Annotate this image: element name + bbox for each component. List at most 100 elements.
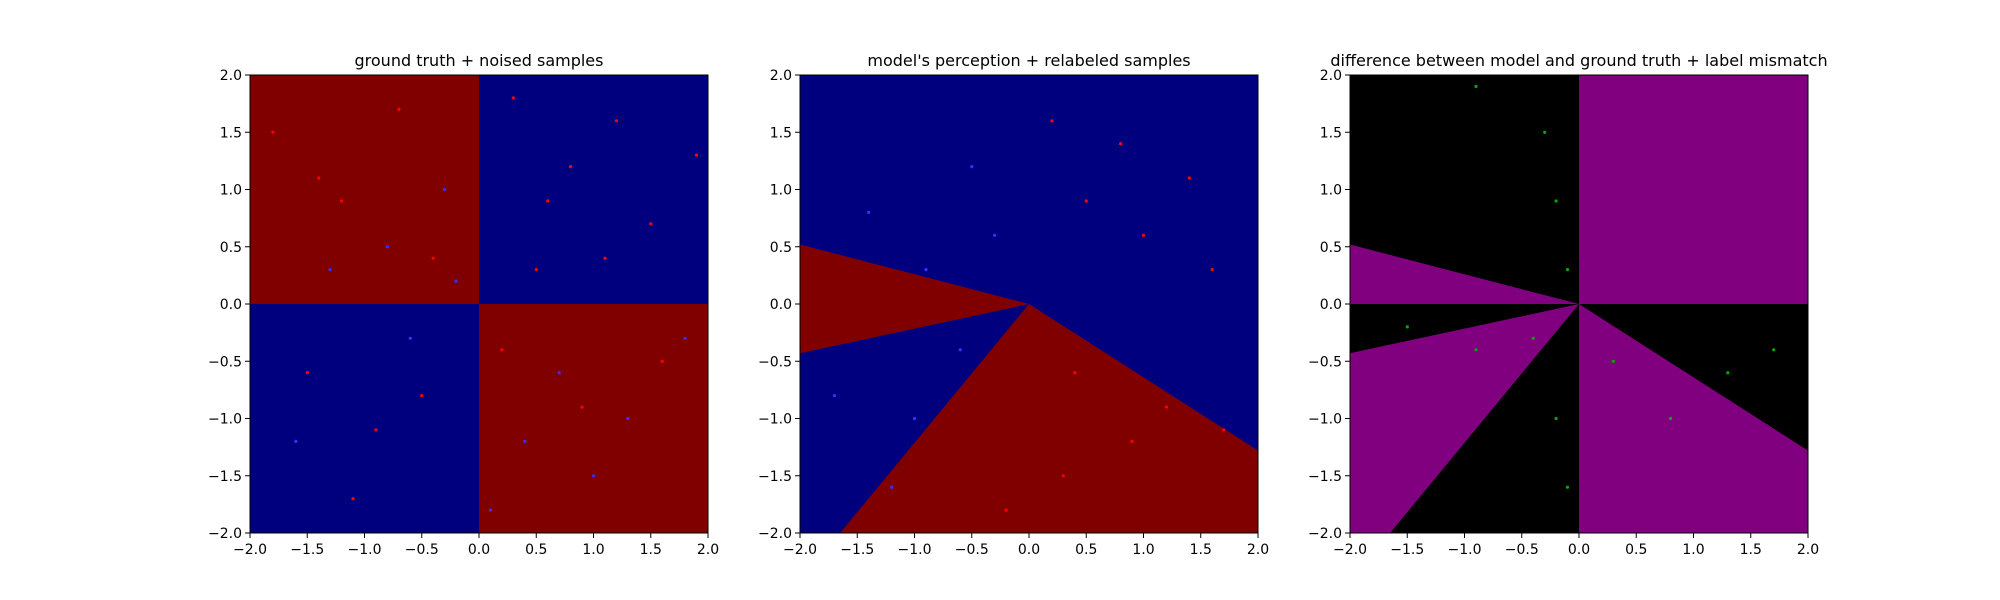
- data-point: [1187, 176, 1191, 180]
- data-point: [569, 165, 573, 169]
- x-tick-label: 0.0: [1018, 542, 1040, 558]
- x-tick-label: −1.0: [1448, 542, 1482, 558]
- data-point: [591, 474, 596, 478]
- data-point: [385, 245, 389, 249]
- data-point: [1164, 405, 1168, 409]
- x-tick-label: 0.5: [1075, 542, 1097, 558]
- data-point: [1565, 485, 1570, 489]
- data-point: [958, 348, 962, 352]
- region-left-wedge: [800, 244, 1029, 354]
- x-tick-label: −2.0: [1333, 542, 1367, 558]
- data-point: [328, 268, 332, 272]
- data-point: [454, 279, 458, 283]
- x-tick-label: −1.0: [898, 542, 932, 558]
- x-tick-label: −0.5: [405, 542, 439, 558]
- y-tick-label: −2.0: [758, 526, 792, 542]
- data-point: [340, 199, 344, 203]
- data-point: [523, 439, 527, 443]
- x-tick-label: 2.0: [697, 542, 719, 558]
- x-tick-label: 0.0: [1568, 542, 1590, 558]
- x-tick-label: 1.0: [1682, 542, 1704, 558]
- region-top-left: [250, 75, 479, 304]
- x-tick-label: 2.0: [1247, 542, 1269, 558]
- data-point: [867, 210, 871, 214]
- data-point: [511, 96, 515, 100]
- chart-title: model's perception + relabeled samples: [867, 51, 1190, 70]
- x-tick-label: 1.5: [1740, 542, 1762, 558]
- x-tick-label: −2.0: [233, 542, 267, 558]
- y-tick-label: −2.0: [208, 526, 242, 542]
- y-tick-label: 0.5: [1320, 240, 1342, 256]
- data-point: [1050, 119, 1054, 123]
- x-tick-label: −1.5: [1390, 542, 1424, 558]
- data-point: [694, 153, 699, 157]
- data-point: [420, 394, 424, 398]
- data-point: [626, 416, 630, 421]
- data-point: [557, 371, 561, 375]
- chart-title: difference between model and ground trut…: [1330, 51, 1827, 70]
- y-tick-label: 2.0: [770, 68, 792, 84]
- data-point: [614, 119, 619, 123]
- y-tick-label: −1.5: [1308, 469, 1342, 485]
- chart-panel-3: −2.0 −1.5 −1.0 −0.5 0.0 0.5 1.0 1.5 2.0 2.0 1.5 1.0…: [1308, 51, 1828, 558]
- data-point: [580, 405, 584, 409]
- data-point: [1004, 508, 1008, 512]
- y-tick-label: 0.0: [220, 297, 242, 313]
- x-tick-label: −2.0: [783, 542, 817, 558]
- x-tick-label: 0.5: [525, 542, 547, 558]
- x-tick-label: 1.0: [1132, 542, 1154, 558]
- data-point: [924, 268, 928, 272]
- region-bottom-wedge: [840, 304, 1258, 533]
- y-tick-label: 0.0: [770, 297, 792, 313]
- data-point: [1130, 439, 1134, 443]
- data-point: [1474, 84, 1478, 89]
- data-point: [1222, 428, 1226, 432]
- y-tick-label: 1.0: [1320, 183, 1342, 199]
- y-tick-label: 0.5: [770, 240, 792, 256]
- data-point: [1141, 233, 1146, 237]
- data-point: [546, 199, 550, 203]
- data-point: [488, 508, 493, 512]
- data-point: [1554, 199, 1558, 203]
- data-point: [890, 485, 894, 489]
- region-left-upper-wedge: [1350, 244, 1579, 304]
- data-point: [1474, 348, 1478, 352]
- data-point: [305, 371, 309, 375]
- data-point: [1531, 336, 1535, 340]
- y-tick-label: 2.0: [220, 68, 242, 84]
- data-point: [649, 222, 653, 226]
- data-point: [603, 256, 607, 260]
- region-top-right: [1579, 75, 1808, 304]
- data-point: [443, 187, 447, 192]
- data-point: [500, 348, 504, 352]
- data-point: [294, 439, 298, 443]
- x-tick-label: −0.5: [1505, 542, 1539, 558]
- data-point: [271, 130, 275, 134]
- x-tick-label: −1.5: [290, 542, 324, 558]
- y-tick-label: 2.0: [1320, 68, 1342, 84]
- data-point: [1073, 371, 1077, 375]
- data-point: [1554, 416, 1558, 421]
- chart-panel-1: −2.0 −1.5 −1.0 −0.5 0.0 0.5 1.0 1.5 2.0 2.0 1.5 1.0…: [208, 51, 719, 558]
- data-point: [832, 394, 837, 398]
- data-point: [1726, 371, 1730, 375]
- y-tick-label: 1.0: [220, 183, 242, 199]
- data-point: [1611, 359, 1615, 363]
- data-point: [431, 256, 435, 260]
- y-tick-label: 0.0: [1320, 297, 1342, 313]
- data-point: [1543, 130, 1547, 134]
- y-tick-label: −0.5: [208, 354, 242, 370]
- x-tick-label: −1.0: [348, 542, 382, 558]
- x-tick-label: 0.5: [1625, 542, 1647, 558]
- data-point: [1405, 325, 1409, 329]
- region-left-lower-wedge: [1350, 304, 1579, 533]
- data-point: [534, 268, 538, 272]
- data-point: [408, 336, 412, 340]
- data-point: [1565, 268, 1570, 272]
- data-point: [660, 359, 664, 363]
- y-tick-label: −1.0: [758, 412, 792, 428]
- y-tick-label: −1.0: [1308, 412, 1342, 428]
- region-bottom-left: [250, 304, 479, 533]
